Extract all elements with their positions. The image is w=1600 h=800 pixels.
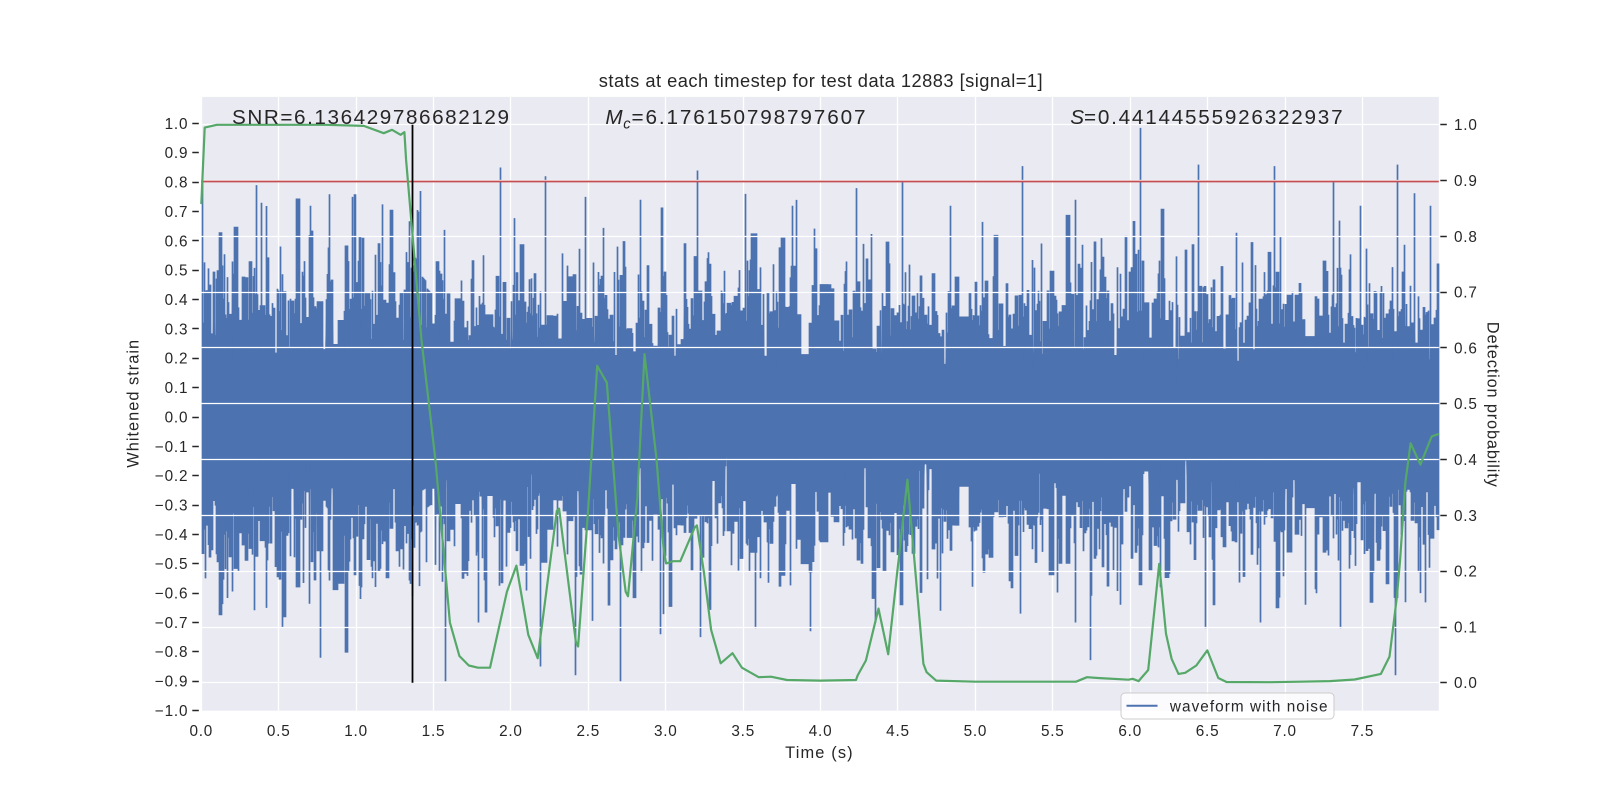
svg-text:−0.2: −0.2 (155, 468, 188, 485)
svg-text:0.5: 0.5 (165, 263, 189, 280)
svg-text:1.5: 1.5 (422, 723, 446, 740)
svg-text:0.8: 0.8 (165, 175, 189, 192)
svg-text:0.7: 0.7 (1454, 285, 1478, 302)
svg-text:0.5: 0.5 (267, 723, 291, 740)
svg-text:0.3: 0.3 (165, 321, 189, 338)
svg-text:−0.4: −0.4 (155, 527, 188, 544)
svg-text:−0.6: −0.6 (155, 586, 188, 603)
svg-text:S: S (1070, 106, 1084, 129)
svg-text:4.0: 4.0 (809, 723, 833, 740)
svg-text:7.0: 7.0 (1273, 723, 1297, 740)
svg-text:0.0: 0.0 (165, 409, 189, 426)
svg-text:Detection probability: Detection probability (1484, 322, 1502, 488)
svg-text:Whitened strain: Whitened strain (125, 340, 143, 468)
svg-text:4.5: 4.5 (886, 723, 910, 740)
svg-text:stats at each timestep for tes: stats at each timestep for test data 128… (599, 70, 1043, 91)
svg-text:0.4: 0.4 (165, 292, 189, 309)
svg-text:−0.8: −0.8 (155, 644, 188, 661)
svg-text:7.5: 7.5 (1351, 723, 1375, 740)
svg-text:6.5: 6.5 (1196, 723, 1220, 740)
svg-text:−0.1: −0.1 (155, 439, 188, 456)
svg-text:0.6: 0.6 (1454, 340, 1478, 357)
svg-text:0.3: 0.3 (1454, 508, 1478, 525)
svg-text:6.0: 6.0 (1118, 723, 1142, 740)
svg-text:2.5: 2.5 (576, 723, 600, 740)
svg-text:0.0: 0.0 (1454, 675, 1478, 692)
svg-text:SNR=6.136429786682129: SNR=6.136429786682129 (232, 106, 509, 129)
svg-text:0.1: 0.1 (1454, 619, 1478, 636)
svg-text:2.0: 2.0 (499, 723, 523, 740)
svg-text:0.8: 0.8 (1454, 229, 1478, 246)
svg-text:c: c (623, 116, 631, 132)
svg-text:0.7: 0.7 (165, 204, 189, 221)
svg-text:0.4: 0.4 (1454, 452, 1478, 469)
svg-text:−0.9: −0.9 (155, 674, 188, 691)
svg-text:0.9: 0.9 (1454, 173, 1478, 190)
svg-text:−0.7: −0.7 (155, 615, 188, 632)
svg-text:M: M (605, 106, 623, 129)
svg-text:3.5: 3.5 (731, 723, 755, 740)
svg-text:=6.176150798797607: =6.176150798797607 (632, 106, 866, 129)
svg-text:−1.0: −1.0 (155, 703, 188, 720)
svg-text:0.1: 0.1 (165, 380, 189, 397)
svg-text:−0.3: −0.3 (155, 497, 188, 514)
svg-text:−0.5: −0.5 (155, 556, 188, 573)
svg-text:5.0: 5.0 (964, 723, 988, 740)
svg-text:=0.44144555926322937: =0.44144555926322937 (1084, 106, 1343, 129)
svg-text:0.2: 0.2 (1454, 564, 1478, 581)
svg-text:1.0: 1.0 (165, 116, 189, 133)
svg-text:1.0: 1.0 (344, 723, 368, 740)
svg-text:1.0: 1.0 (1454, 117, 1478, 134)
svg-text:0.6: 0.6 (165, 233, 189, 250)
svg-text:0.5: 0.5 (1454, 396, 1478, 413)
svg-text:0.2: 0.2 (165, 351, 189, 368)
svg-text:0.9: 0.9 (165, 145, 189, 162)
svg-text:waveform with noise: waveform with noise (1169, 698, 1328, 715)
svg-text:3.0: 3.0 (654, 723, 678, 740)
svg-text:0.0: 0.0 (189, 723, 213, 740)
svg-text:5.5: 5.5 (1041, 723, 1065, 740)
svg-text:Time (s): Time (s) (785, 744, 853, 762)
